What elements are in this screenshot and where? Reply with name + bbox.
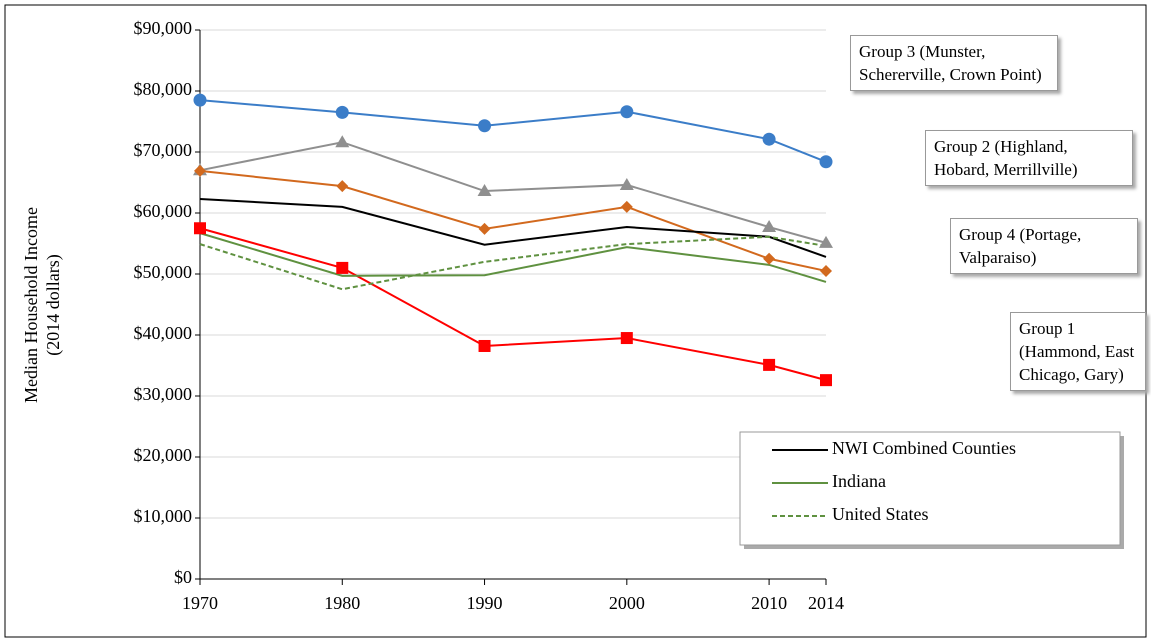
series-line [199,169,827,272]
marker [819,155,833,169]
series-line [199,99,827,163]
marker [619,177,634,190]
y-tick-label: $70,000 [134,140,193,160]
series-annotation: Group 4 (Portage, Valparaiso) [950,218,1138,274]
series-annotation: Group 2 (Highland, Hobard, Merrillville) [925,130,1133,186]
series-line [199,197,827,258]
y-axis-label: (2014 dollars) [43,254,64,355]
series-annotation: Group 3 (Munster, Schererville, Crown Po… [850,35,1058,91]
legend-label: NWI Combined Counties [832,438,1016,458]
marker [762,132,776,146]
marker [194,222,206,235]
marker [336,180,349,193]
marker [620,200,633,213]
marker [194,164,206,177]
x-tick-label: 2000 [609,593,645,613]
x-tick-label: 2014 [808,593,844,613]
marker [819,235,833,248]
series-line [199,141,827,244]
marker [478,222,491,235]
marker [620,332,633,345]
y-tick-label: $90,000 [134,18,193,38]
marker [478,339,491,352]
marker [762,220,777,233]
y-axis-label: Median Household Income [21,207,41,403]
y-tick-label: $40,000 [134,323,193,343]
marker [193,93,207,107]
y-tick-label: $10,000 [134,506,193,526]
marker [335,135,350,148]
y-tick-label: $30,000 [134,384,193,404]
y-tick-label: $20,000 [134,445,193,465]
x-tick-label: 1990 [467,593,503,613]
marker [336,261,349,274]
series-line [199,227,827,382]
x-tick-label: 1970 [182,593,218,613]
marker [478,119,492,133]
marker [620,105,634,119]
y-tick-label: $0 [174,567,192,587]
marker [820,374,832,387]
legend-label: United States [832,504,929,524]
y-tick-label: $80,000 [134,79,193,99]
frame [4,4,1147,638]
marker [477,184,492,197]
marker [820,264,832,277]
marker [763,252,776,265]
x-tick-label: 2010 [751,593,787,613]
legend-label: Indiana [832,471,886,491]
series-annotation: Group 1 (Hammond, East Chicago, Gary) [1010,312,1146,391]
y-tick-label: $50,000 [134,262,193,282]
y-tick-label: $60,000 [134,201,193,221]
x-tick-label: 1980 [324,593,360,613]
marker [763,358,776,371]
marker [335,105,349,119]
series-line [199,235,827,291]
series-line [199,232,827,283]
